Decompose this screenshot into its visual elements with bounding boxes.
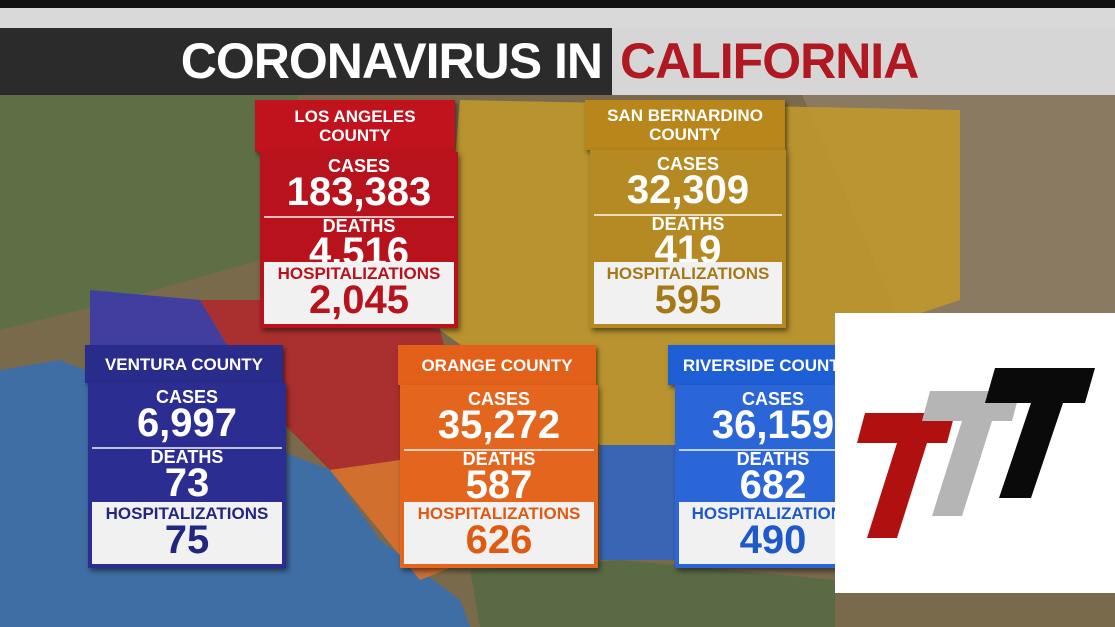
hospitalizations-box: HOSPITALIZATIONS 626	[404, 502, 594, 564]
separator	[679, 449, 867, 451]
hospitalizations-label: HOSPITALIZATIONS	[606, 264, 770, 283]
top-bar	[0, 0, 1115, 8]
hospitalizations-label: HOSPITALIZATIONS	[691, 504, 855, 523]
terrain-green	[0, 90, 300, 330]
hospitalizations-box: HOSPITALIZATIONS 75	[92, 502, 282, 564]
county-stats: CASES 35,272 DEATHS 587 HOSPITALIZATIONS 626	[400, 385, 598, 568]
separator	[264, 216, 454, 218]
county-name: COUNTY	[319, 126, 391, 145]
hospitalizations-value: 2,045	[308, 278, 410, 322]
terrain-south	[470, 560, 835, 627]
county-stats: CASES 6,997 DEATHS 73 HOSPITALIZATIONS 75	[88, 383, 286, 568]
top-strip	[0, 8, 1115, 28]
logo-mark	[857, 368, 1095, 538]
cases-value: 32,309	[626, 168, 750, 212]
channel-logo	[835, 313, 1115, 593]
cases-value: 35,272	[437, 403, 561, 447]
cases-value: 6,997	[136, 401, 238, 445]
cases-label: CASES	[155, 387, 218, 407]
cases-value: 36,159	[711, 403, 835, 447]
deaths-value: 73	[164, 461, 210, 505]
hospitalizations-box: HOSPITALIZATIONS 490	[679, 502, 867, 564]
county-stats: CASES 183,383 DEATHS 4,516 HOSPITALIZATIONS 2…	[260, 152, 458, 328]
hospitalizations-value: 75	[164, 518, 210, 562]
county-name: VENTURA COUNTY	[104, 354, 264, 374]
deaths-label: DEATHS	[322, 216, 396, 236]
county-name: RIVERSIDE COUNTY	[682, 355, 852, 375]
county-name: ORANGE COUNTY	[421, 355, 573, 375]
title-part2: CALIFORNIA	[612, 28, 1115, 95]
hospitalizations-value: 626	[465, 518, 533, 562]
county-header: ORANGE COUNTY	[398, 345, 596, 385]
county-header: VENTURA COUNTY	[85, 345, 283, 383]
hospitalizations-box: HOSPITALIZATIONS 595	[594, 262, 782, 324]
logo-t-gray	[922, 391, 1020, 516]
deaths-label: DEATHS	[462, 449, 536, 469]
hospitalizations-label: HOSPITALIZATIONS	[277, 264, 441, 283]
separator	[594, 214, 782, 216]
hospitalizations-value: 490	[739, 518, 807, 562]
separator	[92, 447, 282, 449]
separator	[404, 449, 594, 451]
deaths-label: DEATHS	[736, 449, 810, 469]
county-header: SAN BERNARDINO COUNTY	[585, 100, 785, 150]
county-stats: CASES 32,309 DEATHS 419 HOSPITALIZATIONS 595	[590, 150, 786, 328]
cases-value: 183,383	[286, 170, 432, 214]
hospitalizations-box: HOSPITALIZATIONS 2,045	[264, 262, 454, 324]
county-name: COUNTY	[649, 125, 721, 144]
county-name: LOS ANGELES	[294, 107, 416, 126]
deaths-value: 682	[739, 463, 807, 507]
cases-label: CASES	[467, 389, 530, 409]
deaths-label: DEATHS	[150, 447, 224, 467]
hospitalizations-label: HOSPITALIZATIONS	[417, 504, 581, 523]
deaths-label: DEATHS	[651, 214, 725, 234]
title-part1: CORONAVIRUS IN	[0, 28, 612, 95]
county-name: SAN BERNARDINO	[607, 106, 763, 125]
deaths-value: 587	[465, 463, 533, 507]
hospitalizations-label: HOSPITALIZATIONS	[105, 504, 269, 523]
cases-label: CASES	[656, 154, 719, 174]
logo-t-red	[857, 413, 955, 538]
cases-label: CASES	[327, 156, 390, 176]
hospitalizations-value: 595	[654, 278, 722, 322]
county-header: LOS ANGELES COUNTY	[255, 100, 455, 152]
logo-t-black	[985, 368, 1095, 498]
county-header: RIVERSIDE COUNTY	[668, 345, 866, 385]
cases-label: CASES	[741, 389, 804, 409]
